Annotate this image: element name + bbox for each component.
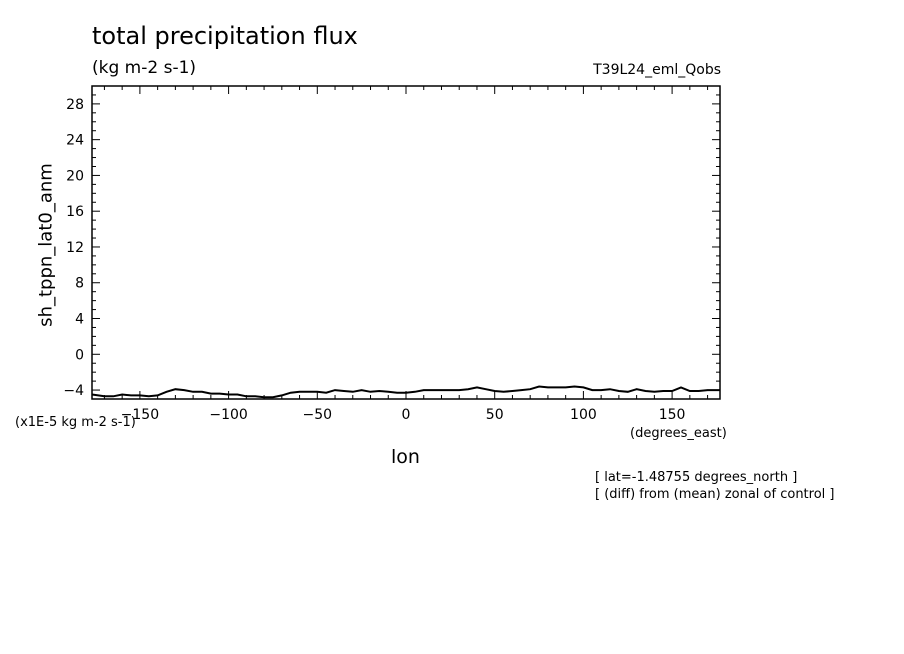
series-line (91, 385, 720, 399)
run-label: T39L24_eml_Qobs (593, 62, 721, 78)
y-tick-label: 16 (66, 204, 84, 220)
x-axis-label: lon (391, 446, 420, 468)
y-tick-label: 20 (66, 168, 84, 184)
axis-tick-labels: −4 0 4 8 12 16 20 24 28 −150 −100 −50 0 50 100 150 (63, 97, 685, 423)
y-tick-label: 4 (75, 312, 84, 328)
y-tick-label: 8 (75, 276, 84, 292)
x-tick-label: −150 (121, 407, 159, 423)
x-axis-units: (degrees_east) (630, 426, 727, 441)
x-tick-label: 150 (659, 407, 686, 423)
plot-frame (91, 85, 721, 400)
x-tick-label: 0 (402, 407, 411, 423)
x-tick-label: −50 (303, 407, 333, 423)
y-tick-label: 24 (66, 133, 84, 149)
chart-title: total precipitation flux (92, 22, 358, 50)
x-tick-label: 50 (486, 407, 504, 423)
y-tick-label: 0 (75, 347, 84, 363)
x-tick-label: 100 (570, 407, 597, 423)
y-tick-label: 28 (66, 97, 84, 113)
chart-units: (kg m-2 s-1) (92, 58, 197, 78)
y-scale-note: (x1E-5 kg m-2 s-1) (15, 415, 136, 430)
note-latitude: [ lat=-1.48755 degrees_north ] (595, 470, 798, 485)
axis-ticks (92, 85, 720, 400)
x-tick-label: −100 (209, 407, 247, 423)
y-tick-label: −4 (63, 383, 84, 399)
note-diff: [ (diff) from (mean) zonal of control ] (595, 487, 835, 502)
y-tick-label: 12 (66, 240, 84, 256)
